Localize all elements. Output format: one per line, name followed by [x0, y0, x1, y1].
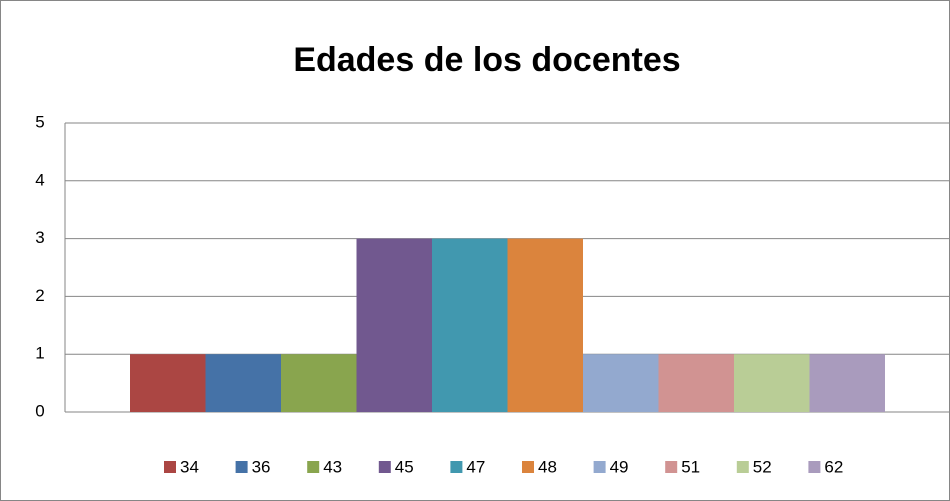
- legend-label: 43: [323, 457, 342, 476]
- bar: [507, 238, 583, 412]
- legend-swatch: [736, 461, 749, 473]
- legend-swatch: [593, 461, 606, 473]
- chart-title: Edades de los docentes: [293, 41, 680, 79]
- y-tick-label: 4: [35, 170, 44, 189]
- bar: [281, 354, 357, 412]
- legend-label: 36: [252, 457, 271, 476]
- y-tick-label: 2: [35, 286, 44, 305]
- legend-label: 49: [610, 457, 629, 476]
- y-tick-label: 5: [35, 112, 44, 131]
- y-tick-label: 3: [35, 228, 44, 247]
- y-tick-label: 1: [35, 344, 44, 363]
- legend-swatch: [307, 461, 320, 473]
- legend-swatch: [522, 461, 534, 473]
- legend-label: 48: [538, 457, 557, 476]
- legend-swatch: [665, 461, 678, 473]
- legend-label: 51: [681, 457, 700, 476]
- bar: [356, 238, 432, 412]
- legend-swatch: [808, 461, 821, 473]
- legend-label: 34: [180, 457, 199, 476]
- bar: [583, 354, 659, 412]
- legend-label: 47: [466, 457, 485, 476]
- legend-swatch: [378, 461, 391, 473]
- legend-swatch: [450, 461, 463, 473]
- legend-swatch: [235, 461, 248, 473]
- legend-label: 62: [824, 457, 843, 476]
- bar: [130, 354, 206, 412]
- legend-label: 45: [395, 457, 414, 476]
- legend-swatch: [164, 461, 176, 473]
- bar: [734, 354, 810, 412]
- bar: [432, 238, 508, 412]
- bar: [205, 354, 281, 412]
- y-tick-label: 0: [35, 401, 44, 420]
- bar: [809, 354, 885, 412]
- bar: [658, 354, 734, 412]
- legend-label: 52: [753, 457, 772, 476]
